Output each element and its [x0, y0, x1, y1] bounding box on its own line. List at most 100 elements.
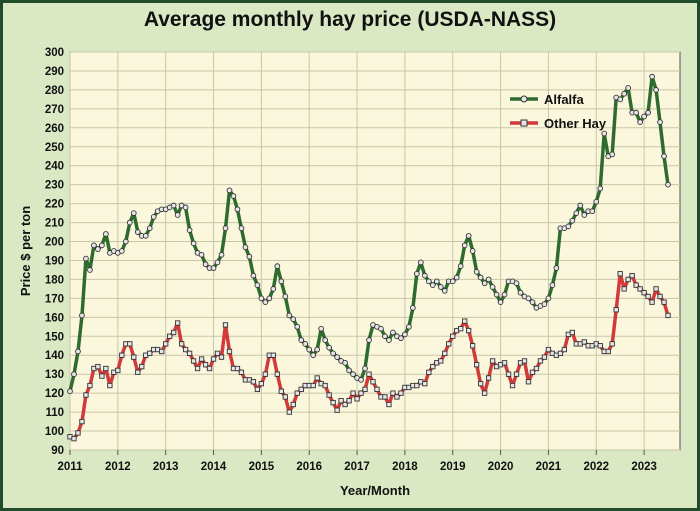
y-tick-label: 140	[45, 350, 64, 362]
data-point	[314, 375, 320, 381]
data-point	[477, 274, 484, 281]
data-point	[298, 386, 304, 393]
data-point	[462, 318, 468, 324]
data-point	[350, 390, 356, 396]
data-point	[174, 320, 181, 326]
data-point	[346, 367, 352, 374]
data-point	[234, 206, 241, 213]
data-point	[442, 350, 448, 356]
data-point	[95, 363, 101, 370]
data-point	[513, 280, 520, 287]
data-point	[282, 293, 289, 300]
data-point	[473, 268, 480, 275]
data-point	[461, 242, 468, 249]
data-point	[238, 369, 245, 375]
data-point	[350, 371, 356, 378]
data-point	[565, 223, 572, 230]
data-point	[87, 382, 93, 389]
data-point	[159, 348, 165, 355]
data-point	[509, 382, 516, 389]
data-point	[71, 371, 77, 378]
data-point	[258, 295, 265, 302]
data-point	[413, 270, 420, 277]
data-point	[366, 337, 372, 343]
data-point	[641, 290, 647, 296]
data-point	[390, 329, 396, 336]
data-point	[609, 341, 615, 347]
data-point	[266, 295, 273, 302]
data-point	[282, 394, 288, 400]
data-point	[338, 398, 344, 404]
data-point	[466, 327, 472, 334]
data-point	[322, 337, 329, 343]
y-tick-label: 110	[45, 407, 64, 419]
data-point	[126, 219, 133, 226]
data-point	[170, 202, 177, 209]
data-point	[489, 284, 496, 290]
y-tick-label: 90	[51, 445, 64, 457]
data-point	[649, 299, 655, 305]
data-point	[358, 390, 364, 396]
data-point	[386, 401, 392, 408]
data-point	[545, 346, 552, 353]
data-point	[79, 418, 85, 425]
data-point	[597, 343, 603, 349]
data-point	[254, 282, 261, 288]
data-point	[394, 394, 400, 400]
data-point	[330, 399, 336, 406]
data-point	[581, 212, 588, 218]
data-point	[354, 396, 360, 402]
data-point	[95, 246, 101, 252]
data-point	[517, 289, 524, 296]
x-tick-label: 2014	[201, 461, 227, 473]
data-point	[625, 85, 631, 91]
legend-label: Alfalfa	[544, 92, 585, 107]
x-tick-label: 2012	[105, 461, 131, 473]
data-point	[302, 341, 309, 347]
legend-label: Other Hay	[544, 116, 607, 131]
data-point	[529, 369, 536, 375]
series-other-hay	[67, 271, 671, 442]
data-point	[437, 284, 444, 290]
data-point	[545, 295, 552, 302]
data-point	[214, 259, 221, 266]
data-point	[382, 333, 388, 340]
data-point	[597, 185, 604, 192]
data-point	[362, 386, 368, 393]
data-point	[426, 369, 432, 375]
data-point	[422, 381, 428, 387]
y-tick-label: 270	[45, 104, 64, 116]
y-tick-label: 160	[45, 312, 64, 324]
data-point	[135, 369, 141, 375]
data-point	[298, 337, 305, 343]
data-point	[569, 217, 576, 224]
x-tick-label: 2013	[153, 461, 179, 473]
data-point	[306, 346, 313, 353]
data-point	[613, 307, 619, 313]
y-tick-label: 200	[45, 237, 64, 249]
data-point	[67, 388, 73, 395]
x-tick-label: 2020	[488, 461, 514, 473]
data-point	[75, 430, 81, 436]
data-point	[214, 350, 221, 356]
data-point	[274, 371, 280, 377]
data-point	[661, 299, 667, 305]
data-point	[402, 331, 408, 338]
data-point	[83, 255, 89, 262]
data-point	[366, 371, 372, 377]
data-point	[637, 286, 643, 292]
data-point	[465, 232, 472, 239]
data-point	[318, 325, 325, 332]
data-point	[310, 352, 317, 359]
data-point	[178, 341, 185, 347]
data-point	[501, 360, 508, 366]
data-point	[127, 341, 133, 347]
legend-marker	[520, 119, 528, 127]
data-point	[525, 295, 532, 302]
data-point	[414, 382, 420, 389]
data-point	[342, 359, 348, 366]
data-point	[390, 390, 396, 396]
x-axis-label: Year/Month	[340, 483, 410, 498]
data-point	[617, 96, 624, 103]
